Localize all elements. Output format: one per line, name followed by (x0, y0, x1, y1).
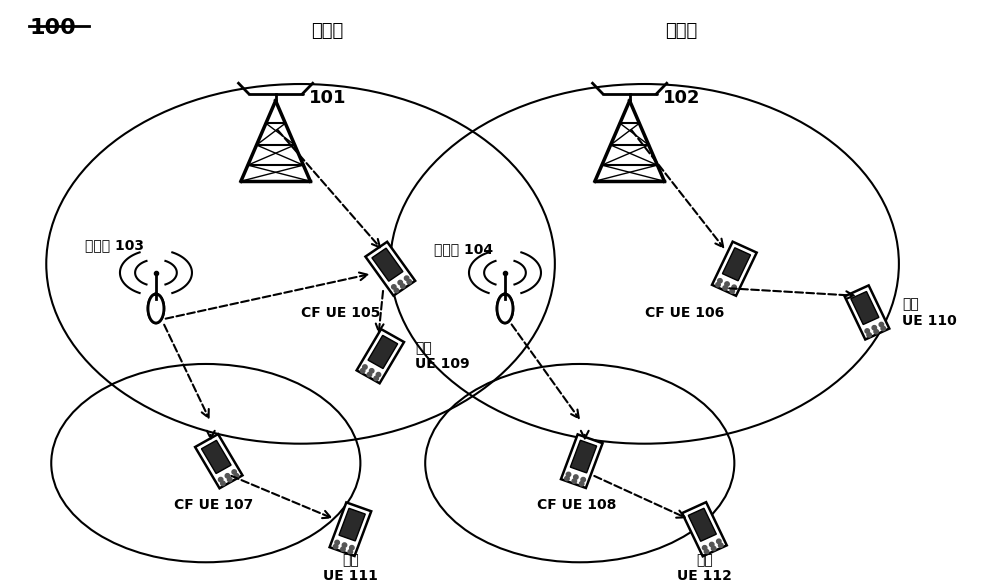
Circle shape (718, 543, 723, 548)
Circle shape (225, 474, 230, 478)
Circle shape (879, 322, 884, 326)
Circle shape (394, 288, 399, 292)
Polygon shape (148, 294, 164, 323)
Circle shape (711, 546, 716, 550)
Polygon shape (570, 441, 597, 473)
Polygon shape (722, 248, 751, 281)
Polygon shape (195, 434, 242, 488)
Circle shape (341, 547, 345, 551)
Circle shape (401, 284, 405, 288)
Circle shape (566, 472, 571, 477)
Circle shape (710, 542, 714, 547)
Text: 微基站 103: 微基站 103 (85, 238, 144, 252)
Polygon shape (339, 508, 365, 541)
Circle shape (221, 481, 225, 486)
Circle shape (732, 285, 736, 290)
Polygon shape (357, 329, 404, 383)
Circle shape (360, 369, 365, 373)
Text: CF UE 107: CF UE 107 (174, 498, 253, 512)
Text: CF UE 108: CF UE 108 (537, 498, 616, 512)
Text: 接入
UE 111: 接入 UE 111 (323, 553, 378, 583)
Circle shape (874, 329, 878, 334)
Polygon shape (365, 242, 415, 295)
Circle shape (374, 376, 378, 381)
Polygon shape (368, 335, 398, 369)
Circle shape (333, 545, 338, 549)
Polygon shape (372, 248, 403, 281)
Polygon shape (682, 502, 727, 556)
Circle shape (234, 474, 239, 478)
Circle shape (376, 373, 381, 377)
Circle shape (730, 289, 734, 293)
Text: 101: 101 (309, 89, 346, 107)
Text: 接入
UE 110: 接入 UE 110 (902, 297, 957, 328)
Text: 宏基站: 宏基站 (665, 22, 698, 40)
Circle shape (717, 539, 721, 543)
Circle shape (579, 481, 584, 486)
Circle shape (335, 541, 339, 545)
Text: CF UE 106: CF UE 106 (645, 305, 724, 319)
Circle shape (342, 543, 347, 547)
Polygon shape (688, 508, 716, 541)
Circle shape (572, 479, 577, 483)
Polygon shape (330, 503, 371, 556)
Circle shape (227, 477, 232, 481)
Circle shape (350, 545, 354, 550)
Circle shape (867, 333, 871, 337)
Circle shape (232, 470, 236, 474)
Circle shape (881, 326, 886, 331)
Polygon shape (845, 285, 889, 339)
Circle shape (392, 285, 396, 289)
Circle shape (404, 276, 409, 280)
Polygon shape (712, 242, 757, 296)
Circle shape (723, 285, 727, 290)
Circle shape (872, 326, 877, 330)
Circle shape (718, 278, 722, 283)
Polygon shape (497, 294, 513, 323)
Circle shape (407, 280, 411, 284)
Circle shape (398, 280, 402, 285)
Text: CF UE 105: CF UE 105 (301, 305, 380, 319)
Text: 接入
UE 109: 接入 UE 109 (415, 341, 470, 371)
Circle shape (369, 369, 374, 373)
Circle shape (348, 549, 353, 554)
Text: 100: 100 (29, 18, 76, 38)
Polygon shape (851, 291, 879, 325)
Text: 102: 102 (663, 89, 700, 107)
Circle shape (574, 475, 578, 479)
Circle shape (581, 477, 585, 482)
Circle shape (704, 549, 709, 554)
Polygon shape (201, 441, 231, 473)
Circle shape (565, 476, 569, 481)
Polygon shape (561, 435, 603, 488)
Circle shape (725, 282, 729, 286)
Circle shape (716, 283, 720, 287)
Circle shape (363, 365, 367, 369)
Text: 接入
UE 112: 接入 UE 112 (677, 553, 732, 583)
Text: 微基站 104: 微基站 104 (434, 242, 493, 256)
Circle shape (367, 373, 372, 377)
Text: 宏基站: 宏基站 (311, 22, 344, 40)
Circle shape (865, 329, 869, 333)
Circle shape (702, 546, 707, 550)
Circle shape (218, 477, 223, 482)
